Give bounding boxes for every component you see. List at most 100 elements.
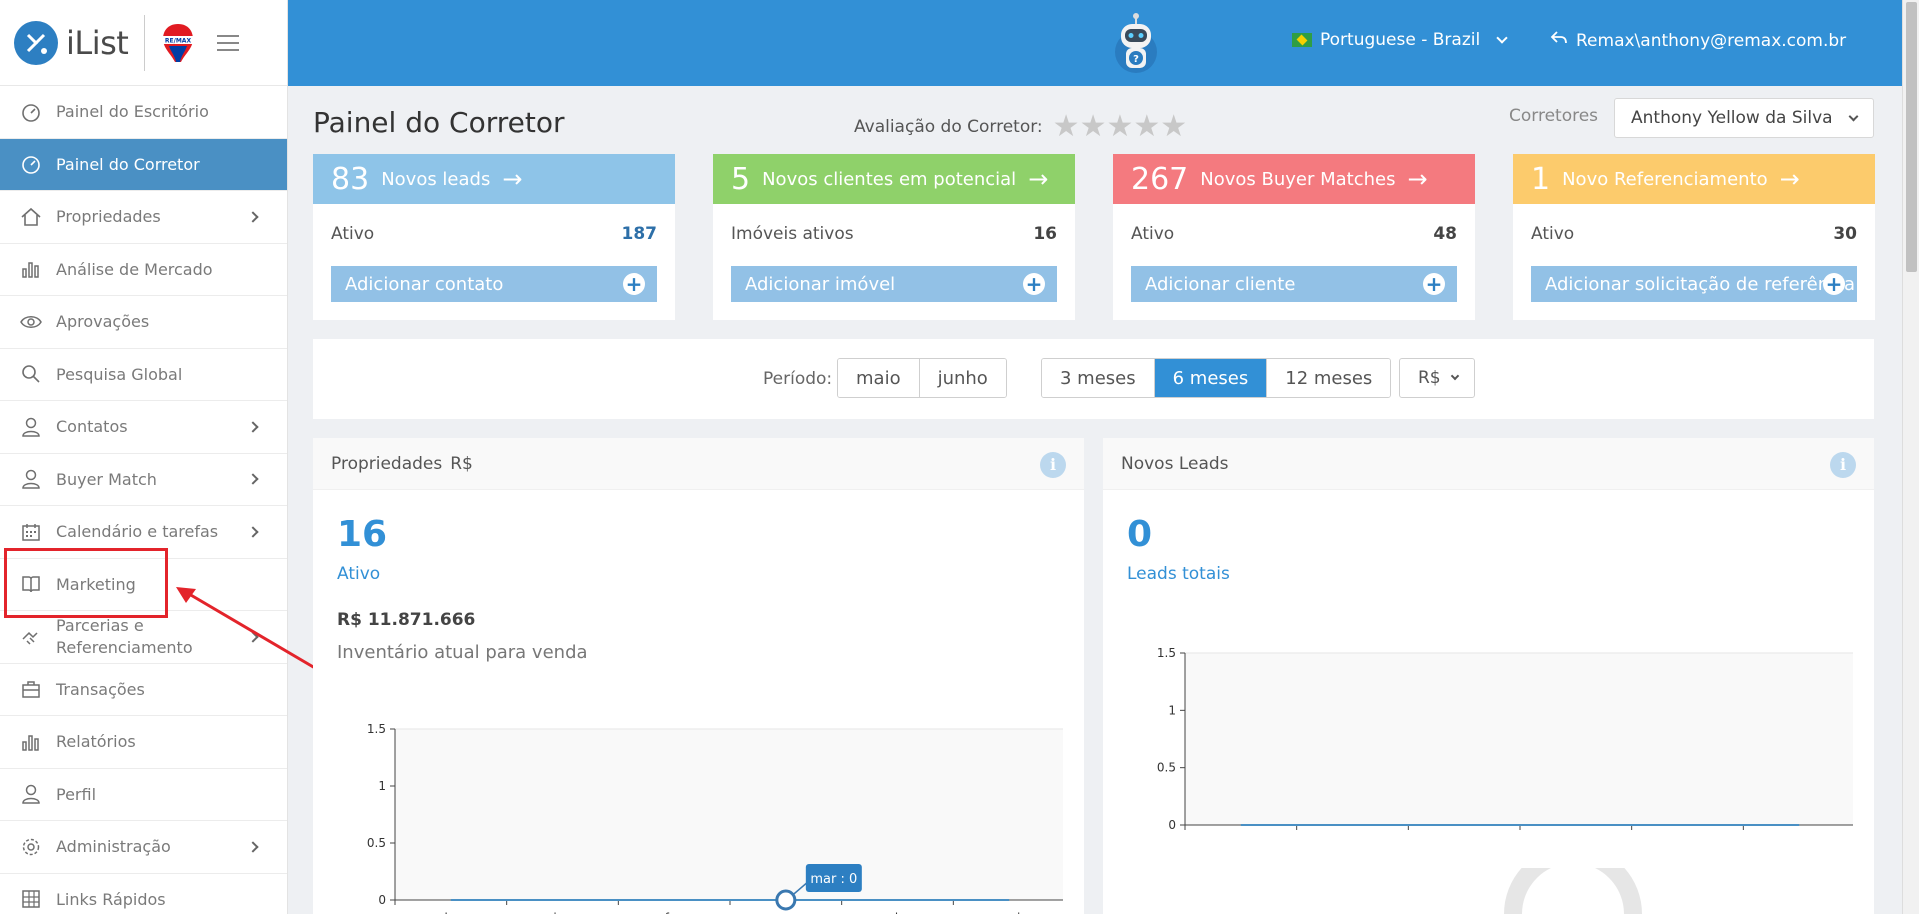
stat-card-count: 5 — [731, 161, 751, 197]
plus-circle-icon: + — [1423, 273, 1445, 295]
panel-header: Novos Leads i — [1103, 438, 1874, 490]
stat-card-count: 267 — [1131, 161, 1189, 197]
sidebar-item-label: Relatórios — [56, 732, 136, 752]
user-email: Remax\anthony@remax.com.br — [1576, 30, 1847, 51]
currency-select[interactable]: R$ — [1399, 358, 1475, 398]
sidebar-item-contatos[interactable]: Contatos — [0, 401, 287, 454]
x-tick-label: mai — [998, 911, 1020, 914]
sidebar-item-label: Análise de Mercado — [56, 259, 213, 279]
y-tick-label: 1.5 — [367, 722, 386, 736]
donut-chart-partial — [1504, 868, 1642, 914]
leads-panel: Novos Leads i 0 Leads totais 00.511.5dez… — [1103, 438, 1874, 914]
sidebar-item-pesquisa-global[interactable]: Pesquisa Global — [0, 349, 287, 401]
y-tick-label: 0.5 — [367, 836, 386, 850]
language-label: Portuguese - Brazil — [1320, 30, 1481, 50]
plus-circle-icon: + — [623, 273, 645, 295]
sidebar-item-label: Painel do Escritório — [56, 102, 209, 122]
rating-stars[interactable]: ★★★★★ — [1052, 109, 1188, 144]
sidebar-item-relatorios[interactable]: Relatórios — [0, 716, 287, 769]
button-label: Adicionar contato — [345, 273, 504, 295]
panel-title: Novos Leads — [1121, 453, 1229, 474]
top-header: ? Portuguese - Brazil Remax\anthony@rema… — [288, 0, 1902, 86]
sidebar-item-administracao[interactable]: Administração — [0, 821, 287, 874]
sidebar-item-aprovacoes[interactable]: Aprovações — [0, 296, 287, 349]
add-client-button[interactable]: Adicionar cliente + — [1131, 266, 1457, 302]
sidebar-item-marketing[interactable]: Marketing — [0, 559, 287, 611]
sidebar-item-buyer-match[interactable]: Buyer Match — [0, 454, 287, 506]
sidebar-item-label: Pesquisa Global — [56, 364, 183, 384]
leads-count-label[interactable]: Leads totais — [1127, 564, 1230, 584]
month-option[interactable]: maio — [838, 359, 920, 397]
stat-card-leads: 83 Novos leads → Ativo 187 Adicionar con… — [313, 154, 675, 320]
inventory-label: Inventário atual para venda — [337, 642, 588, 663]
stat-row-value: 30 — [1833, 224, 1857, 244]
robot-help-icon[interactable]: ? — [1104, 10, 1168, 76]
briefcase-icon — [20, 678, 42, 700]
chevron-right-icon — [247, 526, 259, 538]
x-tick-label: jan — [552, 911, 571, 914]
sidebar-item-analise-mercado[interactable]: Análise de Mercado — [0, 244, 287, 296]
y-tick-label: 0 — [378, 893, 386, 907]
rating-label: Avaliação do Corretor: — [854, 117, 1043, 137]
sidebar-item-transacoes[interactable]: Transações — [0, 664, 287, 716]
sidebar-item-painel-escritorio[interactable]: Painel do Escritório — [0, 86, 287, 139]
add-referral-request-button[interactable]: Adicionar solicitação de referência + — [1531, 266, 1857, 302]
month-option[interactable]: junho — [919, 359, 1006, 397]
arrow-right-icon: → — [1028, 165, 1049, 193]
brand-divider — [144, 14, 146, 71]
x-tick-label: mar — [774, 911, 798, 914]
x-tick-label: dez — [440, 911, 461, 914]
stat-card-header[interactable]: 267 Novos Buyer Matches → — [1113, 154, 1475, 204]
sidebar-item-propriedades[interactable]: Propriedades — [0, 191, 287, 244]
sidebar-item-parcerias[interactable]: Parcerias e Referenciamento — [0, 611, 287, 664]
stat-row-label: Ativo — [331, 224, 375, 244]
sidebar-item-calendario[interactable]: Calendário e tarefas — [0, 506, 287, 559]
range-option[interactable]: 3 meses — [1042, 359, 1155, 397]
remax-balloon-icon: RE/MAX — [161, 22, 195, 64]
info-icon[interactable]: i — [1830, 452, 1856, 478]
page-scrollbar[interactable] — [1902, 0, 1919, 914]
stat-card-header[interactable]: 1 Novo Referenciamento → — [1513, 154, 1875, 204]
add-property-button[interactable]: Adicionar imóvel + — [731, 266, 1057, 302]
brand-name: iList — [66, 23, 129, 62]
chevron-right-icon — [247, 211, 259, 223]
properties-count: 16 — [337, 514, 388, 555]
brokers-label: Corretores — [1509, 106, 1599, 126]
sidebar-item-label: Parcerias e Referenciamento — [56, 615, 193, 657]
plus-circle-icon: + — [1823, 273, 1845, 295]
ilist-logo-icon[interactable] — [14, 20, 58, 65]
stat-row-label: Ativo — [1531, 224, 1575, 244]
hamburger-menu-icon[interactable] — [217, 34, 240, 51]
arrow-right-icon: → — [1779, 165, 1800, 193]
leads-chart: 00.511.5dezjanfevmarabrmai — [1157, 646, 1853, 832]
sidebar-item-painel-corretor[interactable]: Painel do Corretor — [0, 138, 287, 191]
info-icon[interactable]: i — [1040, 452, 1066, 478]
sidebar-item-label: Marketing — [56, 574, 136, 594]
button-label: Adicionar solicitação de referência — [1545, 273, 1856, 295]
bar-chart-icon — [20, 258, 42, 280]
sidebar-item-links-rapidos[interactable]: Links Rápidos — [0, 874, 287, 914]
chevron-down-icon — [1450, 371, 1460, 381]
bar-chart-icon — [20, 731, 42, 753]
brokers-select[interactable]: Anthony Yellow da Silva — [1614, 98, 1874, 138]
y-tick-label: 0.5 — [1157, 761, 1176, 775]
panel-currency: R$ — [450, 453, 473, 474]
language-selector[interactable]: Portuguese - Brazil — [1292, 30, 1508, 50]
stat-row-value: 187 — [621, 224, 658, 244]
stat-card-count: 83 — [331, 161, 370, 197]
plus-circle-icon: + — [1023, 273, 1045, 295]
scrollbar-thumb[interactable] — [1906, 2, 1917, 272]
currency-value: R$ — [1418, 368, 1441, 388]
chevron-down-icon — [1848, 111, 1859, 122]
properties-count-label[interactable]: Ativo — [337, 564, 381, 584]
stat-card-header[interactable]: 5 Novos clientes em potencial → — [713, 154, 1075, 204]
add-contact-button[interactable]: Adicionar contato + — [331, 266, 657, 302]
sidebar-item-perfil[interactable]: Perfil — [0, 769, 287, 821]
arrow-right-icon: → — [502, 165, 523, 193]
properties-panel: Propriedades R$ i 16 Ativo R$ 11.871.666… — [313, 438, 1084, 914]
range-option-selected[interactable]: 6 meses — [1154, 359, 1268, 397]
y-tick-label: 1 — [378, 779, 386, 793]
user-account[interactable]: Remax\anthony@remax.com.br — [1550, 30, 1846, 51]
stat-card-header[interactable]: 83 Novos leads → — [313, 154, 675, 204]
range-option[interactable]: 12 meses — [1267, 359, 1391, 397]
